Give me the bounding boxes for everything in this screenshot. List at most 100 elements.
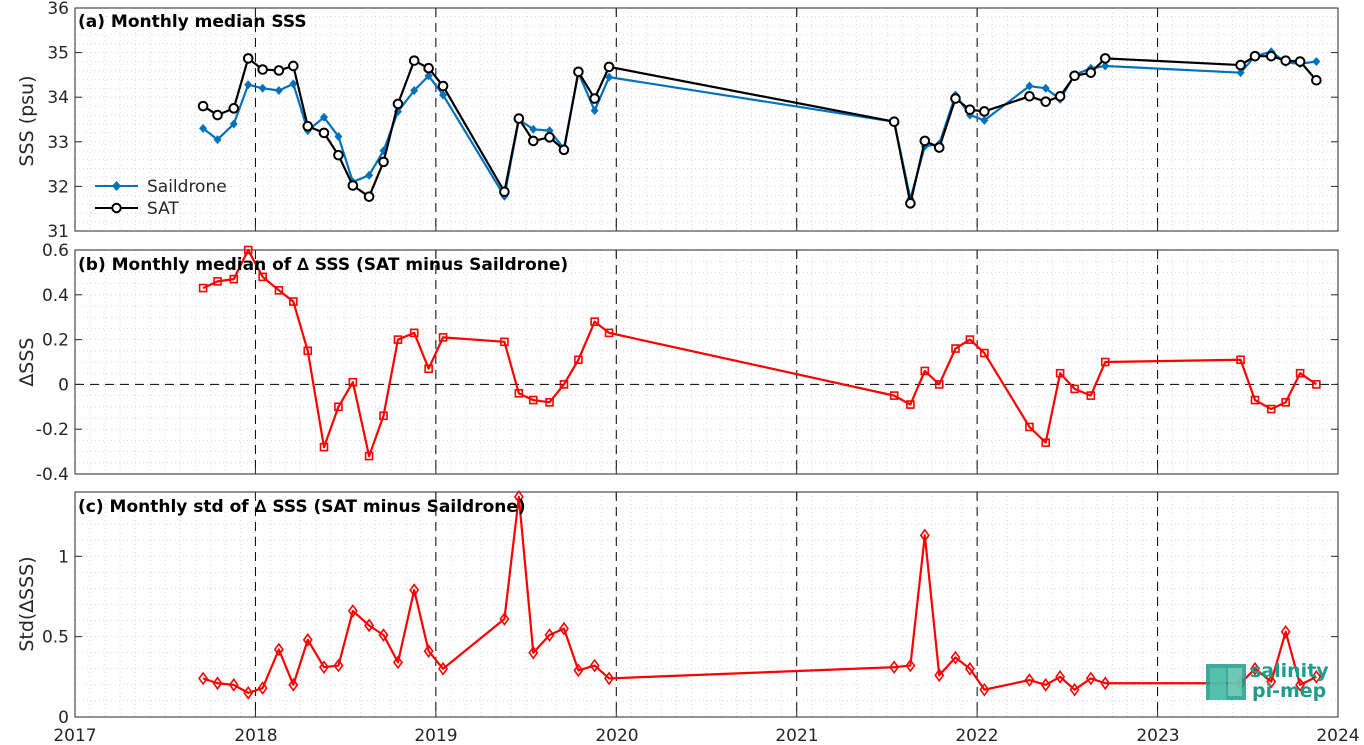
- data-point: [1100, 357, 1110, 367]
- data-point: [905, 658, 916, 673]
- data-point: [393, 335, 403, 344]
- data-point: [228, 103, 240, 114]
- y-tick-label: 0: [58, 375, 69, 395]
- data-point: [603, 61, 615, 73]
- data-point: [965, 335, 975, 344]
- data-point: [1040, 96, 1052, 107]
- data-point: [289, 79, 298, 89]
- data-point: [905, 198, 916, 209]
- data-point: [604, 328, 614, 338]
- data-point: [243, 686, 254, 700]
- data-point: [302, 632, 313, 647]
- data-point: [574, 355, 583, 365]
- data-point: [888, 116, 900, 128]
- data-point: [378, 628, 389, 642]
- logo-text-line2: pi-mep: [1252, 680, 1326, 702]
- data-point: [258, 83, 267, 93]
- plot-area: [75, 8, 1338, 231]
- grid: [75, 8, 1338, 231]
- legend: Saildrone SAT: [95, 177, 227, 219]
- data-point: [544, 132, 555, 143]
- data-point: [1024, 673, 1035, 687]
- data-point: [274, 86, 283, 96]
- y-tick-label: 33: [47, 133, 69, 153]
- x-tick-label: 2022: [955, 726, 998, 745]
- data-point: [950, 650, 961, 665]
- data-point: [424, 71, 433, 81]
- data-point: [378, 156, 389, 168]
- y-tick-label: 0.6: [42, 241, 69, 261]
- data-point: [964, 104, 976, 115]
- data-point: [198, 671, 209, 686]
- series--sss: [198, 245, 1321, 461]
- data-point: [319, 112, 328, 122]
- data-point: [1024, 91, 1035, 102]
- data-point: [933, 142, 945, 153]
- data-point: [1235, 59, 1246, 71]
- data-point: [589, 658, 600, 673]
- data-point: [1055, 669, 1066, 684]
- axes-box: [74, 249, 1339, 475]
- x-tick-label: 2018: [234, 726, 277, 745]
- data-point: [527, 135, 539, 147]
- data-point: [979, 106, 990, 117]
- data-point: [274, 286, 284, 295]
- data-point: [1041, 83, 1050, 93]
- data-point: [513, 489, 524, 504]
- data-point: [410, 86, 419, 96]
- data-point: [423, 62, 434, 74]
- data-point: [364, 451, 374, 461]
- data-point: [273, 642, 284, 657]
- data-point: [244, 80, 253, 90]
- data-point: [438, 661, 449, 676]
- data-point: [257, 64, 268, 75]
- data-point: [257, 681, 268, 695]
- data-point: [1266, 674, 1277, 689]
- axes-box: [74, 491, 1339, 718]
- y-tick-label: 0.5: [42, 628, 69, 648]
- data-point: [605, 72, 614, 82]
- data-point: [408, 55, 420, 66]
- data-point: [1280, 55, 1291, 66]
- data-point: [409, 328, 419, 338]
- data-point: [229, 274, 239, 284]
- data-point: [558, 621, 569, 636]
- data-point: [392, 655, 403, 670]
- data-point: [319, 660, 329, 675]
- x-tick-label: 2020: [595, 726, 638, 745]
- data-point: [242, 53, 254, 64]
- series-std-sss-: [198, 489, 1322, 700]
- data-point: [558, 144, 570, 156]
- data-point: [348, 377, 358, 387]
- panel-a-title: (a) Monthly median SSS: [78, 12, 307, 32]
- data-point: [334, 131, 343, 141]
- data-point: [590, 317, 599, 326]
- x-tick-label: 2024: [1316, 726, 1359, 745]
- legend-saildrone-marker: [112, 181, 121, 191]
- data-point: [302, 120, 314, 132]
- data-point: [604, 671, 615, 686]
- panel-a-monthly-median-sss: 31 32 33 34 35 36: [47, 0, 1339, 242]
- data-point: [545, 398, 554, 407]
- data-point: [980, 348, 989, 358]
- data-point: [423, 644, 434, 658]
- y-tick-label: 0.2: [42, 331, 69, 351]
- data-point: [980, 115, 989, 125]
- data-point: [1266, 404, 1276, 414]
- x-tick-label: 2017: [53, 726, 96, 745]
- data-point: [590, 106, 599, 116]
- data-point: [1265, 50, 1277, 62]
- data-point: [364, 618, 375, 633]
- data-point: [424, 364, 433, 374]
- data-point: [273, 65, 285, 76]
- data-point: [1312, 57, 1321, 67]
- data-point: [199, 123, 208, 133]
- data-point: [919, 528, 930, 543]
- data-point: [1281, 398, 1290, 407]
- data-point: [289, 297, 298, 306]
- panel-b-monthly-median-delta-sss: -0.4 -0.2 0 0.2 0.4 0.6: [36, 241, 1339, 485]
- y-tick-label: 31: [47, 222, 69, 242]
- data-point: [438, 333, 448, 342]
- data-point: [906, 400, 915, 409]
- data-point: [1025, 81, 1034, 91]
